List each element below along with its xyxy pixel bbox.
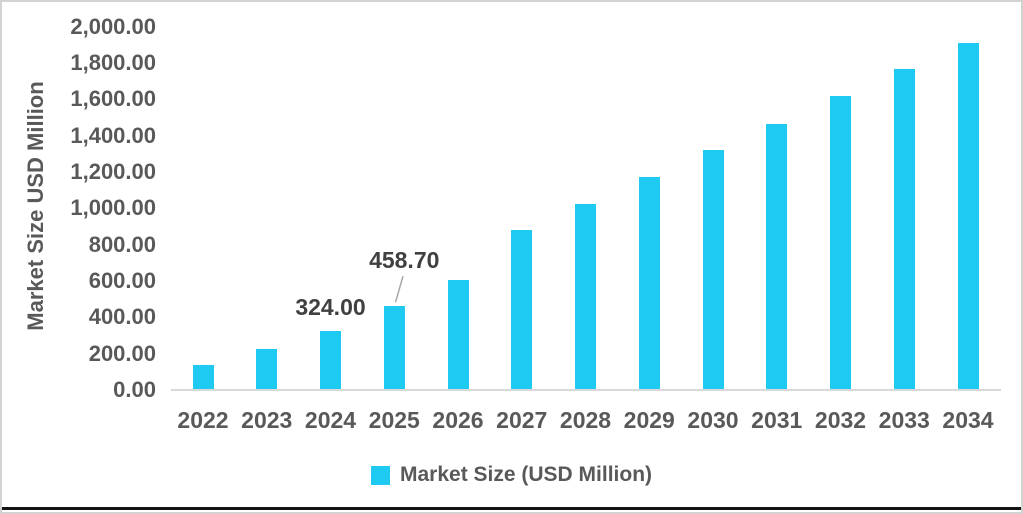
y-tick-label: 1,400.00 [70,122,156,148]
x-tick-label: 2023 [241,407,293,433]
bar-2027 [511,229,533,390]
y-tick-label: 600.00 [88,268,156,293]
bar-2033 [893,69,915,390]
data-label-2025: 458.70 [369,247,440,274]
bar-2034 [957,43,979,390]
legend: Market Size (USD Million) [2,463,1021,487]
bar-2031 [766,123,788,390]
x-tick-label: 2028 [559,407,612,433]
x-tick-label: 2034 [942,407,994,433]
x-tick-label: 2029 [623,407,675,433]
bottom-border-rule [2,507,1021,510]
bar-2030 [702,149,724,390]
bar-2026 [447,279,469,390]
x-axis-line [171,388,1001,391]
y-tick-label: 400.00 [88,304,156,330]
bar-2032 [830,96,851,390]
y-tick-label: 1,600.00 [70,86,156,112]
data-label-2024: 324.00 [295,293,366,320]
bar-2029 [638,176,660,390]
y-tick-label: 1,800.00 [70,50,156,76]
x-tick-label: 2024 [304,407,357,433]
x-tick-label: 2031 [751,407,803,433]
y-tick-label: 1,200.00 [70,159,156,185]
bar-2025 [383,306,405,390]
legend-label: Market Size (USD Million) [399,463,653,486]
y-tick-label: 1,000.00 [70,195,156,221]
x-tick-label: 2033 [878,407,930,433]
x-tick-label: 2026 [432,407,484,433]
callout-line [394,275,404,303]
y-tick-label: 800.00 [88,231,156,257]
bar-2024 [320,330,341,390]
bar-2023 [256,348,278,390]
x-tick-label: 2032 [814,407,867,433]
x-tick-label: 2027 [496,407,548,433]
x-tick-label: 2030 [687,407,739,433]
bar-2028 [575,203,596,390]
x-tick-label: 2025 [368,407,420,433]
bar-2022 [192,364,214,390]
y-tick-label: 0.00 [113,377,156,402]
y-tick-label: 2,000.00 [70,13,156,39]
legend-swatch [370,465,390,485]
x-tick-label: 2022 [177,407,229,433]
y-tick-label: 200.00 [88,340,156,366]
